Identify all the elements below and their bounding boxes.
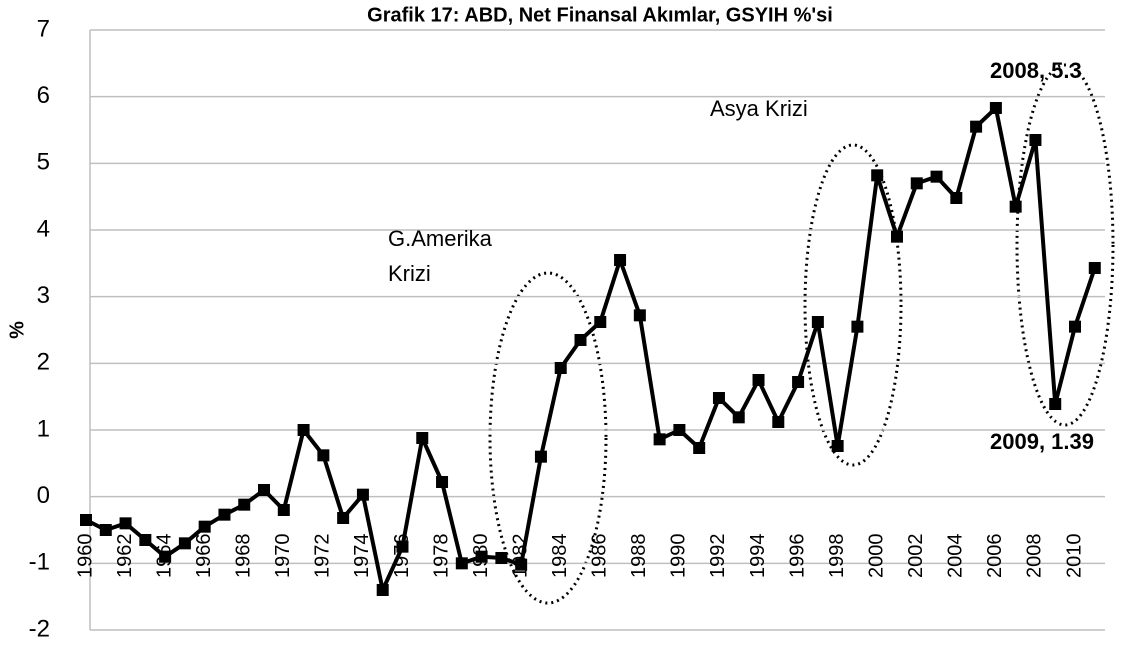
marker [554,362,567,374]
annotation: 2008, 5.3 [990,58,1082,83]
marker [80,514,92,526]
y-tick-label: 1 [37,415,50,442]
marker [989,102,1002,114]
y-tick-label: 2 [37,349,50,376]
marker [396,540,409,553]
marker [910,177,923,190]
chart-title: Grafik 17: ABD, Net Finansal Akımlar, GS… [367,4,833,26]
marker [653,433,666,446]
x-tick-label: 1998 [826,534,848,579]
marker [831,440,844,452]
x-tick-label: 1968 [233,534,255,579]
y-tick-label: -2 [29,615,50,642]
x-tick-label: 1982 [509,534,531,579]
highlight-ellipses [488,63,1115,605]
marker [633,309,646,322]
marker [277,504,290,516]
marker [1009,200,1022,213]
marker [811,316,824,328]
marker [614,254,627,266]
marker [752,374,765,386]
y-tick-label: -1 [29,549,50,576]
marker [376,584,389,596]
marker [238,498,251,511]
annotation: Asya Krizi [710,96,808,121]
marker [772,416,785,428]
marker [1069,320,1081,333]
x-tick-label: 1960 [74,534,96,579]
marker [792,376,805,388]
marker [436,476,449,488]
marker [890,230,903,243]
x-tick-label: 1994 [747,534,769,579]
y-tick-label: 7 [37,15,50,42]
marker [416,432,429,444]
marker [356,488,369,501]
data-line [85,106,1097,592]
marker [970,120,983,133]
marker [851,320,864,333]
marker [1029,134,1042,146]
x-tick-label: 1992 [707,534,729,579]
x-tick-label: 1974 [351,534,373,579]
x-tick-label: 2006 [984,534,1006,579]
y-tick-label: 3 [37,282,50,309]
marker [594,316,607,328]
marker [218,508,231,521]
marker [258,484,271,496]
x-tick-label: 1988 [628,534,650,579]
annotation: 2009, 1.39 [990,429,1094,454]
x-tick-label: 1972 [312,534,334,579]
annotation: Krizi [388,261,431,286]
grid [90,29,1105,631]
y-tick-label: 6 [37,82,50,109]
marker [673,424,686,436]
marker [475,550,488,563]
marker [139,534,152,546]
y-tick-label: 0 [37,482,50,509]
x-tick-label: 2002 [905,534,927,579]
marker [198,520,211,533]
y-axis-label: % [6,321,28,339]
marker [455,557,468,570]
marker [1049,398,1062,410]
marker [515,558,528,571]
annotation: G.Amerika [388,226,493,251]
marker [99,524,112,536]
x-tick-label: 1996 [786,534,808,579]
ellipse [1015,63,1115,427]
marker [712,392,725,404]
marker [950,192,963,204]
y-tick-label: 4 [37,215,50,242]
marker [1088,262,1101,274]
x-tick-label: 2004 [945,534,967,579]
marker [159,550,172,563]
ellipse [803,143,903,467]
x-tick-label: 2008 [1024,534,1046,579]
marker [871,169,884,182]
x-tick-label: 1990 [668,534,690,579]
x-tick-label: 1966 [193,534,215,579]
marker [534,450,547,463]
marker [574,334,587,346]
x-tick-label: 1978 [430,534,452,579]
x-tick-label: 1986 [589,534,611,579]
x-tick-label: 1962 [114,534,136,579]
marker [317,449,330,462]
marker [930,170,943,183]
y-tick-label: 5 [37,149,50,176]
x-tick-label: 1970 [272,534,294,579]
marker [178,537,191,550]
x-tick-label: 2000 [865,534,887,579]
marker [119,517,132,530]
marker [495,552,508,564]
x-tick-label: 2010 [1063,534,1085,579]
x-tick-label: 1984 [549,534,571,579]
marker [337,512,350,524]
marker [693,442,706,454]
marker [297,424,310,436]
ellipse [488,271,608,605]
marker [732,411,745,424]
